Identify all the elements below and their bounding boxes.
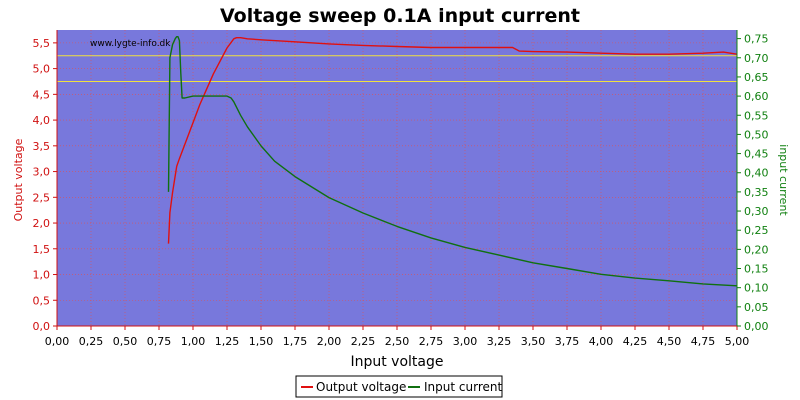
y-left-tick-label: 1,5 bbox=[33, 243, 51, 256]
y-left-tick-label: 0,0 bbox=[33, 320, 51, 333]
x-tick-label: 3,00 bbox=[453, 335, 478, 348]
y-right-tick-label: 0,55 bbox=[744, 109, 769, 122]
x-tick-labels: 0,00 0,25 0,50 0,75 1,00 1,25 1,50 1,75 2,00 2,25… bbox=[45, 335, 750, 348]
series-layer bbox=[167, 36, 738, 287]
series-line-input-current bbox=[167, 36, 738, 287]
x-tick-label: 2,00 bbox=[317, 335, 342, 348]
y-right-tick-label: 0,25 bbox=[744, 224, 769, 237]
y-right-tick-labels: 0,00 0,05 0,10 0,15 0,20 0,25 0,30 0,35 0,40 0,45… bbox=[744, 33, 769, 333]
x-tick-label: 1,50 bbox=[249, 335, 274, 348]
legend: Output voltage Input current bbox=[295, 375, 503, 398]
x-tick-label: 3,25 bbox=[487, 335, 512, 348]
y-right-tick-label: 0,15 bbox=[744, 263, 769, 276]
y-right-tick-label: 0,20 bbox=[744, 243, 769, 256]
x-tick-label: 3,50 bbox=[521, 335, 546, 348]
y-right-tick-label: 0,35 bbox=[744, 186, 769, 199]
x-tick-label: 2,50 bbox=[385, 335, 410, 348]
x-tick-label: 1,75 bbox=[283, 335, 308, 348]
y-left-tick-label: 3,0 bbox=[33, 166, 51, 179]
watermark: www.lygte-info.dk bbox=[90, 39, 171, 49]
x-tick-label: 4,75 bbox=[691, 335, 716, 348]
y-right-tick-label: 0,70 bbox=[744, 52, 769, 65]
y-right-tick-label: 0,30 bbox=[744, 205, 769, 218]
y-right-axis-label: input current bbox=[777, 144, 790, 216]
y-right-tick-label: 0,50 bbox=[744, 128, 769, 141]
y-left-tick-label: 1,0 bbox=[33, 269, 51, 282]
x-tick-label: 5,00 bbox=[725, 335, 750, 348]
y-left-tick-label: 4,5 bbox=[33, 88, 51, 101]
y-left-tick-label: 0,5 bbox=[33, 294, 51, 307]
x-tick-label: 4,50 bbox=[657, 335, 682, 348]
x-tick-label: 0,25 bbox=[79, 335, 104, 348]
y-right-tick-label: 0,40 bbox=[744, 167, 769, 180]
chart-title: Voltage sweep 0.1A input current bbox=[220, 5, 580, 27]
x-tick-label: 4,25 bbox=[623, 335, 648, 348]
y-left-tick-label: 5,5 bbox=[33, 37, 51, 50]
legend-label-input-current: Input current bbox=[424, 380, 502, 394]
x-tick-label: 0,50 bbox=[113, 335, 138, 348]
x-tick-label: 2,75 bbox=[419, 335, 444, 348]
y-left-tick-label: 3,5 bbox=[33, 140, 51, 153]
grid-horizontal bbox=[57, 42, 737, 327]
y-right-tick-label: 0,45 bbox=[744, 148, 769, 161]
x-axis-label: Input voltage bbox=[350, 354, 443, 370]
x-tick-label: 3,75 bbox=[555, 335, 580, 348]
y-right-tick-label: 0,65 bbox=[744, 71, 769, 84]
legend-label-output-voltage: Output voltage bbox=[316, 380, 406, 394]
x-tick-label: 4,00 bbox=[589, 335, 614, 348]
y-left-tick-label: 2,5 bbox=[33, 191, 51, 204]
y-left-tick-labels: 0,0 0,5 1,0 1,5 2,0 2,5 3,0 3,5 4,0 4,5 5,0 5,5 bbox=[33, 37, 51, 333]
y-right-tick-label: 0,10 bbox=[744, 282, 769, 295]
y-right-tick-label: 0,75 bbox=[744, 33, 769, 46]
x-tick-label: 0,00 bbox=[45, 335, 70, 348]
legend-box bbox=[295, 375, 503, 398]
y-left-tick-label: 4,0 bbox=[33, 114, 51, 127]
y-right-tick-label: 0,00 bbox=[744, 320, 769, 333]
series-line-output-voltage bbox=[167, 37, 738, 244]
y-left-axis-label: Output voltage bbox=[12, 138, 25, 221]
x-tick-label: 1,25 bbox=[215, 335, 240, 348]
axes bbox=[53, 30, 741, 330]
x-tick-label: 2,25 bbox=[351, 335, 376, 348]
y-left-tick-label: 5,0 bbox=[33, 63, 51, 76]
y-right-tick-label: 0,60 bbox=[744, 90, 769, 103]
x-tick-label: 1,00 bbox=[181, 335, 206, 348]
x-tick-label: 0,75 bbox=[147, 335, 172, 348]
y-right-tick-label: 0,05 bbox=[744, 301, 769, 314]
y-left-tick-label: 2,0 bbox=[33, 217, 51, 230]
